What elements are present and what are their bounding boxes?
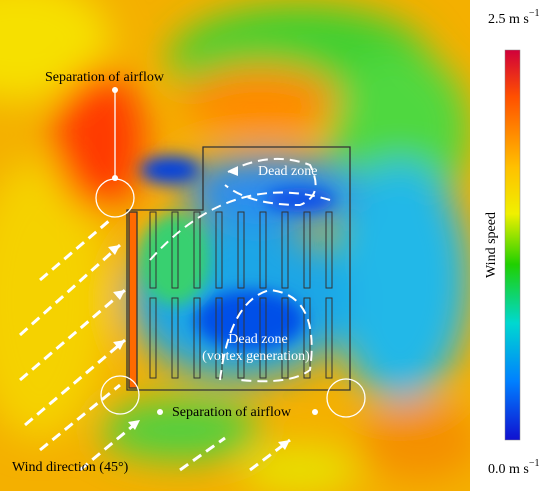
annotation: (vortex generation) — [202, 349, 310, 364]
label: 0.0 m s — [488, 462, 529, 477]
colorbar-min: 0.0 m s−1 — [488, 458, 539, 477]
flow-arrows — [18, 157, 331, 472]
colorbar — [504, 49, 521, 441]
marker-dots — [112, 87, 318, 415]
annotation: Dead zone — [258, 164, 317, 179]
exponent: −1 — [529, 8, 540, 19]
annotation: Wind direction (45°) — [12, 460, 129, 475]
label: 2.5 m s — [488, 12, 529, 27]
building — [126, 146, 351, 391]
velocity-field: Separation of airflow Dead zone Dead zon… — [0, 0, 470, 491]
annotation: Separation of airflow — [45, 70, 165, 85]
annotation: Dead zone — [228, 332, 287, 347]
colorbar-max: 2.5 m s−1 — [488, 8, 539, 27]
annotation: Separation of airflow — [172, 405, 292, 420]
arrow-heads — [108, 166, 290, 450]
exponent: −1 — [529, 458, 540, 469]
colorbar-title: Wind speed — [484, 212, 499, 278]
